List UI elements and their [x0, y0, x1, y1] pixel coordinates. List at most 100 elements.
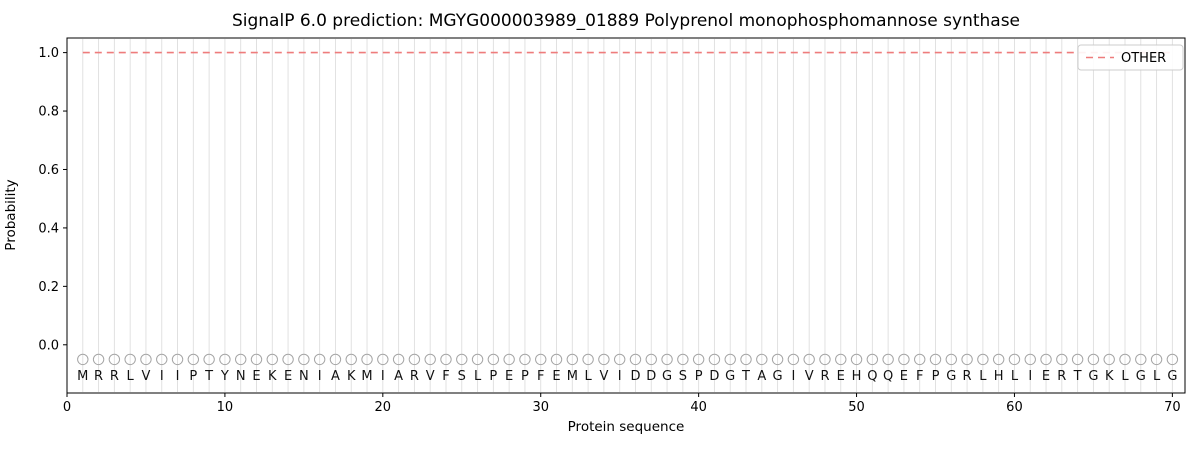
residue-letter: M — [567, 369, 578, 384]
x-tick-label: 50 — [848, 400, 865, 415]
residue-circle — [187, 353, 200, 366]
y-tick-label: 0.2 — [38, 280, 59, 295]
x-axis-label: Protein sequence — [568, 419, 685, 435]
residue-circle — [835, 353, 847, 366]
residue-circle — [677, 353, 689, 366]
residue-letter: R — [110, 369, 119, 384]
residue-letter: I — [791, 369, 795, 384]
residue-circle — [377, 353, 389, 366]
residue-letter: R — [94, 369, 103, 384]
residue-letter: P — [521, 369, 529, 384]
residue-circle — [992, 353, 1005, 366]
residue-circle — [124, 353, 136, 366]
residue-letter: F — [442, 369, 449, 384]
residue-circle — [692, 353, 705, 366]
legend: OTHER — [1077, 44, 1184, 71]
residue-circle — [977, 353, 989, 366]
residue-letter: L — [127, 369, 135, 384]
residue-letter: G — [773, 369, 783, 384]
residue-letter: A — [394, 369, 403, 384]
x-tick-label: 60 — [1006, 400, 1023, 415]
residue-circle — [140, 353, 152, 366]
residue-letter: T — [1073, 369, 1082, 384]
residue-letter: L — [1011, 369, 1019, 384]
residue-letter: P — [189, 369, 197, 384]
residue-letter: P — [932, 369, 940, 384]
residue-circle — [645, 353, 657, 366]
residue-circle — [1119, 353, 1131, 366]
residue-letter: I — [381, 369, 385, 384]
residue-circle — [471, 353, 484, 366]
residue-letter: F — [537, 369, 544, 384]
residue-letter: R — [963, 369, 972, 384]
residue-circle — [503, 353, 515, 366]
plot-area-border — [66, 37, 1186, 394]
residue-letter: L — [1121, 369, 1129, 384]
residue-letter: F — [916, 369, 923, 384]
residue-circle — [345, 353, 357, 366]
residue-letter: N — [236, 369, 246, 384]
residue-circle — [566, 353, 579, 366]
x-tick-label: 0 — [63, 400, 71, 415]
residue-letter: G — [1136, 369, 1146, 384]
residue-letter: E — [900, 369, 908, 384]
residue-letter: E — [284, 369, 292, 384]
residue-circle — [708, 353, 721, 366]
residue-circle — [756, 353, 768, 366]
y-tick-label: 0.4 — [38, 221, 59, 236]
axis-ticks-layer: 0 10 20 30 40 50 60 70 0.0 0.2 0.4 0.6 0.8 1.0 — [38, 46, 1180, 415]
residue-circle — [440, 353, 452, 366]
residue-letter: V — [426, 369, 435, 384]
residue-letter: I — [1028, 369, 1032, 384]
residue-circle — [803, 353, 815, 366]
residue-circle — [1087, 353, 1100, 366]
residue-circle — [1008, 353, 1021, 366]
residue-circle — [582, 353, 594, 366]
residue-markers-layer — [77, 353, 1179, 366]
residue-circle — [1150, 353, 1163, 366]
residue-letter: L — [474, 369, 482, 384]
residue-circle — [266, 353, 278, 366]
residue-circle — [1135, 353, 1147, 366]
residue-letter: L — [1153, 369, 1161, 384]
residue-circle — [1103, 353, 1115, 366]
residue-letter: R — [820, 369, 829, 384]
residue-letter: D — [709, 369, 719, 384]
y-tick-label: 0.8 — [38, 105, 59, 120]
residue-circle — [1024, 353, 1036, 366]
residue-letter: R — [1057, 369, 1066, 384]
residue-letter: T — [204, 369, 213, 384]
gridlines-layer — [82, 39, 1173, 392]
residue-letter: G — [662, 369, 672, 384]
residue-circle — [740, 353, 752, 366]
residue-letter: L — [979, 369, 987, 384]
residue-circle — [250, 353, 263, 366]
residue-circle — [77, 353, 89, 366]
residue-circle — [787, 353, 800, 366]
residue-letter: G — [1167, 369, 1177, 384]
residue-letter: I — [176, 369, 180, 384]
residue-circle — [392, 353, 405, 366]
residue-circle — [282, 353, 294, 366]
residue-letter: T — [741, 369, 750, 384]
residue-circle — [298, 353, 310, 366]
residue-circle — [519, 353, 531, 366]
x-tick-label: 10 — [217, 400, 234, 415]
residue-letter: P — [695, 369, 703, 384]
x-tick-label: 70 — [1164, 400, 1181, 415]
residue-letter: E — [837, 369, 845, 384]
residue-circle — [487, 353, 500, 366]
residue-circle — [1166, 353, 1179, 366]
residue-circle — [598, 353, 610, 366]
residue-letter: L — [584, 369, 592, 384]
residue-circle — [1056, 353, 1068, 366]
residue-circle — [108, 353, 121, 366]
residue-circle — [850, 353, 863, 366]
residue-circle — [945, 353, 957, 366]
x-tick-label: 40 — [690, 400, 707, 415]
residue-letter: K — [1105, 369, 1114, 384]
residue-letter: G — [725, 369, 735, 384]
